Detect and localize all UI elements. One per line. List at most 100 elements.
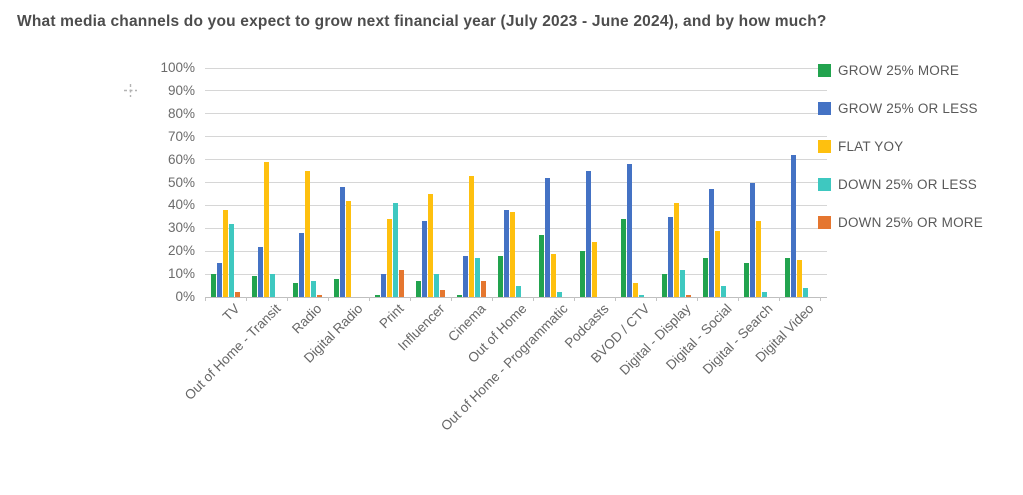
x-axis-tick	[533, 297, 534, 301]
x-axis-tick	[369, 297, 370, 301]
gridline	[205, 250, 827, 252]
plot-area: 0% 10% 20% 30% 40% 50% 60% 70% 80% 90% 100%	[160, 60, 827, 304]
gridline	[205, 182, 827, 183]
y-tick-label: 0%	[175, 289, 195, 304]
bar	[639, 294, 644, 297]
legend-item: DOWN 25% OR MORE	[818, 212, 983, 232]
x-axis-tick	[492, 297, 493, 301]
gridline	[205, 227, 827, 229]
y-tick-label: 30%	[167, 220, 195, 236]
bar-group	[369, 68, 410, 297]
legend-swatch-icon	[818, 63, 831, 77]
bar-group	[738, 68, 779, 297]
y-tick-label: 40%	[167, 197, 195, 213]
bar	[592, 242, 597, 297]
bar-group	[697, 68, 738, 297]
bar	[387, 219, 392, 297]
bar	[235, 292, 240, 297]
gridline	[205, 273, 827, 275]
legend-label: GROW 25% MORE	[838, 62, 960, 78]
bar-group	[410, 68, 451, 297]
bar	[416, 280, 421, 297]
bar	[510, 212, 515, 297]
bar	[516, 285, 521, 297]
bar-group	[656, 68, 697, 297]
bar	[539, 235, 544, 297]
legend-label: GROW 25% OR LESS	[838, 100, 978, 116]
bar	[797, 260, 802, 297]
bar-group	[492, 68, 533, 297]
y-tick-label: 20%	[167, 243, 195, 259]
bar-group	[205, 68, 246, 297]
bar	[756, 221, 761, 297]
bar	[481, 280, 486, 297]
x-axis-tick	[451, 297, 452, 301]
bar	[791, 155, 796, 297]
x-axis-tick	[697, 297, 698, 301]
legend-swatch-icon	[818, 215, 831, 229]
bar	[375, 294, 380, 297]
y-tick-label: 60%	[167, 151, 195, 167]
bar	[744, 262, 749, 297]
bar-group	[615, 68, 656, 297]
bar-group	[779, 68, 820, 297]
bar	[469, 175, 474, 297]
bar	[264, 161, 269, 297]
bar	[709, 189, 714, 297]
legend-label: DOWN 25% OR LESS	[838, 176, 977, 192]
legend-item: GROW 25% MORE	[818, 60, 959, 80]
bar	[317, 294, 322, 297]
bar	[293, 283, 298, 297]
bar	[229, 223, 234, 297]
legend-item: FLAT YOY	[818, 136, 903, 156]
crosshair-cursor-icon	[124, 84, 137, 97]
bar	[422, 221, 427, 297]
y-tick-label: 70%	[167, 128, 195, 144]
bar	[457, 294, 462, 297]
bar	[346, 200, 351, 297]
x-axis-tick	[820, 297, 821, 301]
bar	[627, 164, 632, 297]
y-tick-label: 80%	[167, 105, 195, 121]
bar-group	[287, 68, 328, 297]
bar	[463, 255, 468, 297]
bar	[393, 203, 398, 297]
bar	[762, 292, 767, 297]
gridline	[205, 90, 827, 92]
legend-swatch-icon	[818, 177, 831, 191]
bar	[252, 276, 257, 297]
bar-group	[451, 68, 492, 297]
bar	[311, 280, 316, 297]
bar	[557, 292, 562, 297]
bar-group	[328, 68, 369, 297]
bar	[633, 283, 638, 297]
bar	[299, 232, 304, 297]
x-axis-tick	[410, 297, 411, 301]
bar	[270, 274, 275, 297]
gridline	[205, 204, 827, 206]
bar	[586, 171, 591, 297]
bar	[440, 290, 445, 297]
bar	[434, 274, 439, 297]
bar	[498, 255, 503, 297]
bar	[703, 258, 708, 297]
legend-swatch-icon	[818, 101, 831, 115]
x-tick-label: Radio	[289, 301, 325, 337]
legend-item: DOWN 25% OR LESS	[818, 174, 977, 194]
bar	[504, 209, 509, 297]
bar	[258, 246, 263, 297]
bar	[475, 258, 480, 297]
bar	[381, 274, 386, 297]
gridline	[205, 113, 827, 115]
bar	[340, 187, 345, 297]
bar	[217, 262, 222, 297]
bar	[668, 216, 673, 297]
gridline	[205, 159, 827, 161]
bar	[223, 209, 228, 297]
x-axis-tick	[656, 297, 657, 301]
gridline	[205, 67, 827, 69]
x-axis-tick	[574, 297, 575, 301]
bar	[721, 285, 726, 297]
chart-title: What media channels do you expect to gro…	[17, 13, 827, 30]
legend-label: FLAT YOY	[838, 138, 904, 154]
